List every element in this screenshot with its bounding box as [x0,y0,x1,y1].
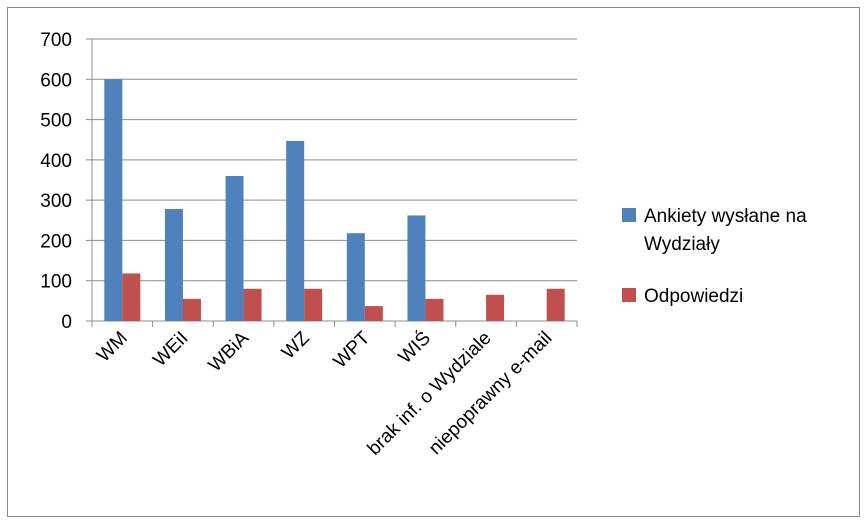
bar-odpowiedzi-7 [546,288,565,321]
y-tick-label: 0 [61,312,72,333]
bar-ankiety-4 [346,233,365,321]
y-tick-label: 100 [40,272,72,293]
legend-swatch-ankiety [622,208,636,222]
bars [104,79,565,322]
bar-odpowiedzi-4 [364,306,383,321]
y-tick-label: 700 [40,30,72,51]
bar-odpowiedzi-0 [122,273,141,321]
legend: Ankiety wysłane na Wydziały Odpowiedzi [622,206,807,307]
bar-ankiety-0 [104,79,123,322]
x-tick-label: WPT [330,327,375,372]
y-tick-label: 400 [40,151,72,172]
gridlines [92,38,577,282]
x-tick-label: WM [93,328,132,367]
y-tick-label: 600 [40,70,72,91]
bar-ankiety-2 [225,175,244,321]
legend-label-ankiety: Ankiety wysłane na Wydziały [644,206,807,255]
axes [86,38,578,327]
bar-ankiety-1 [164,209,183,321]
bar-odpowiedzi-6 [486,294,505,321]
x-tick-label: WIŚ [394,327,435,368]
bar-ankiety-5 [407,215,426,321]
legend-label-odpowiedzi: Odpowiedzi [644,286,743,307]
x-tick-label: WBiA [205,327,254,376]
bar-odpowiedzi-1 [182,298,201,321]
y-tick-label: 200 [40,231,72,252]
legend-swatch-odpowiedzi [622,288,636,302]
chart-frame [7,7,860,517]
y-tick-labels: 0 100 200 300 400 500 600 700 [40,30,72,333]
x-tick-label: WZ [278,327,314,363]
y-tick-label: 300 [40,191,72,212]
bar-odpowiedzi-5 [425,298,444,321]
bar-odpowiedzi-2 [243,288,262,321]
bar-odpowiedzi-3 [304,288,323,321]
y-tick-label: 500 [40,111,72,132]
x-tick-label: WEiI [149,328,192,371]
bar-ankiety-3 [286,140,305,321]
